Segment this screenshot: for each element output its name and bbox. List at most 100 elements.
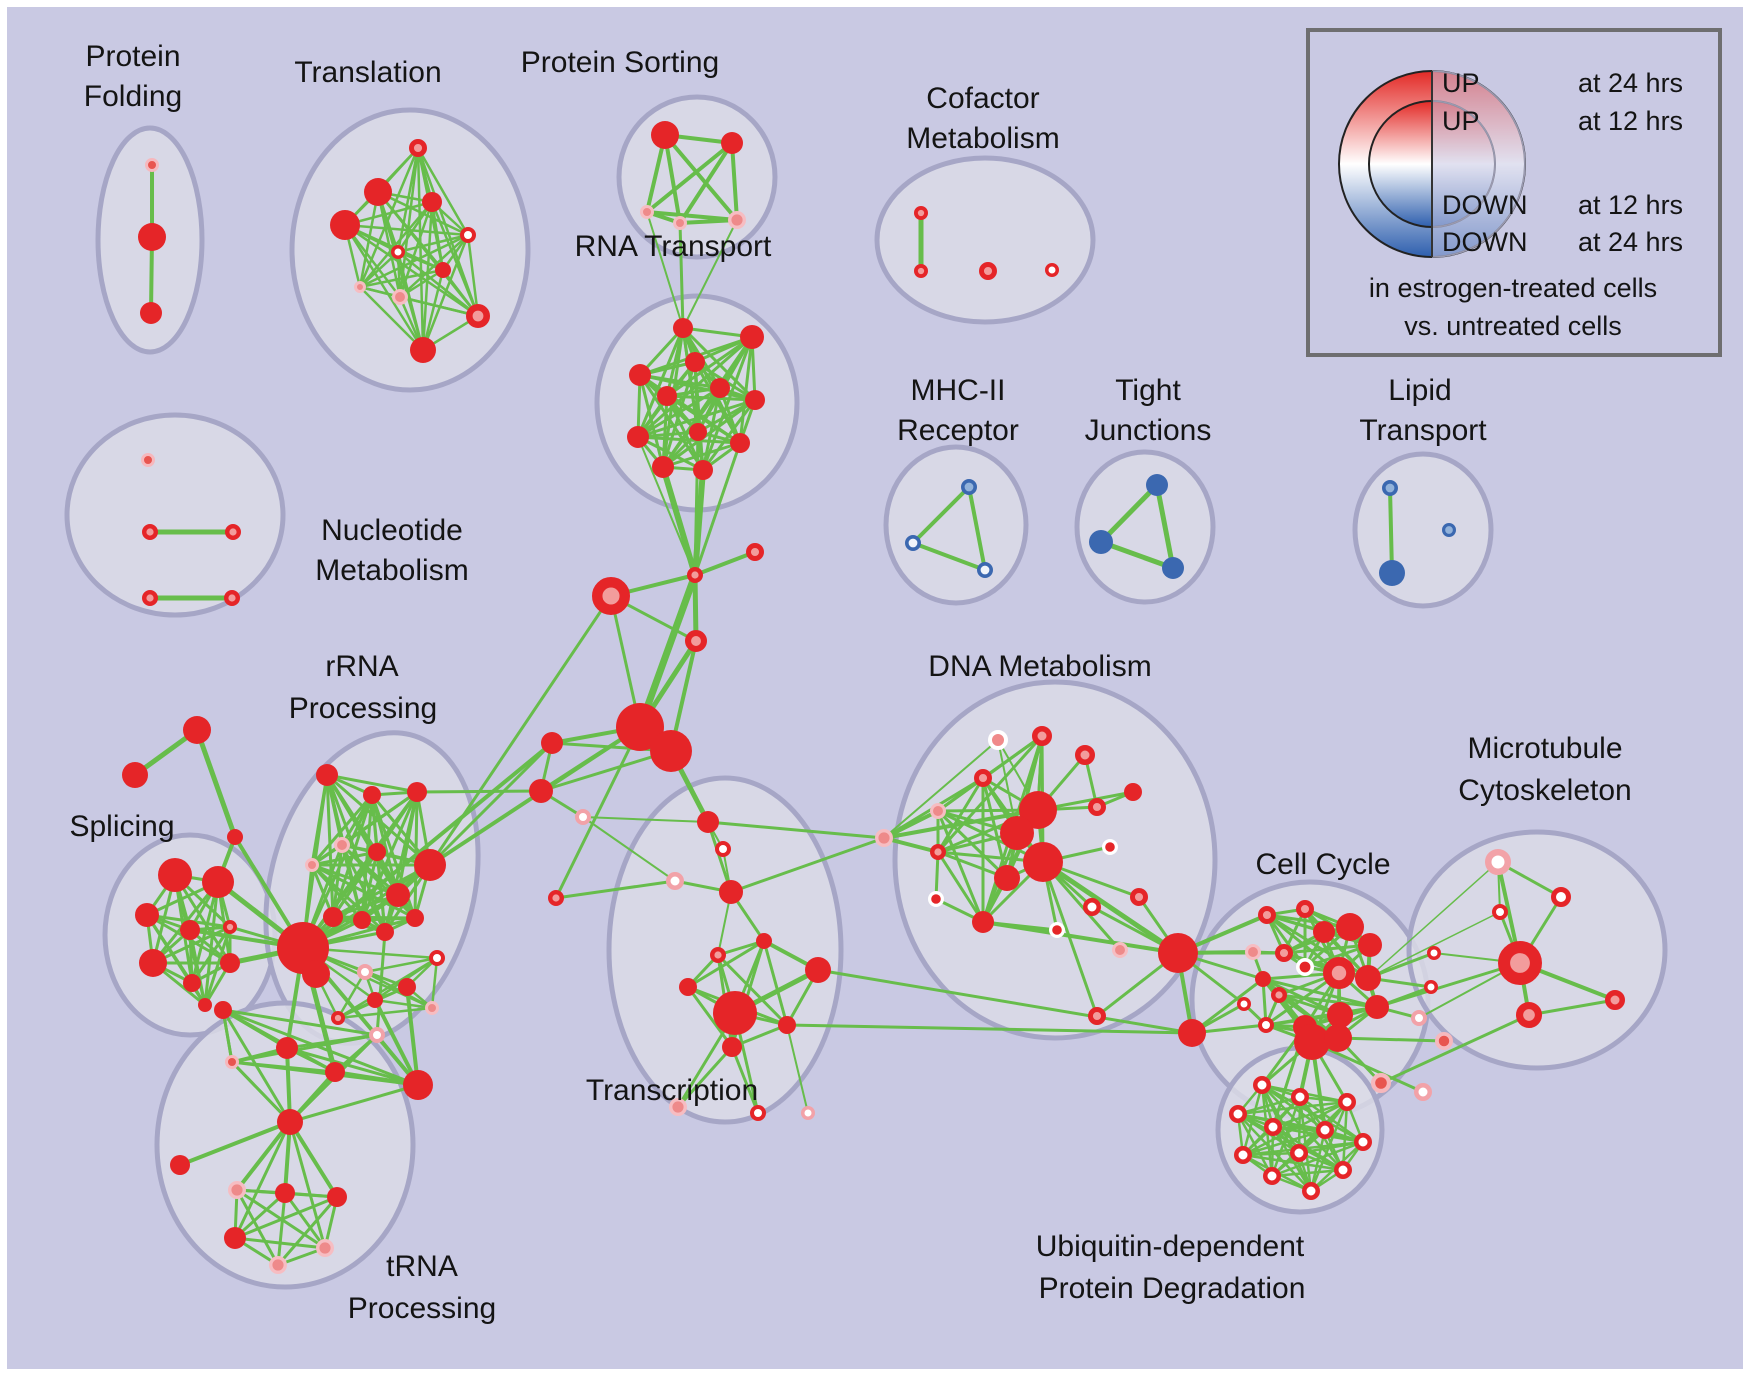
gene-node-tr1[interactable] bbox=[697, 811, 719, 833]
gene-node-dc[interactable] bbox=[875, 829, 894, 848]
gene-node-r10[interactable] bbox=[353, 911, 371, 929]
gene-node-mt3[interactable] bbox=[1492, 904, 1508, 920]
gene-node-d16[interactable] bbox=[1048, 921, 1065, 938]
gene-node-n3[interactable] bbox=[224, 524, 241, 541]
gene-node-tr8[interactable] bbox=[805, 957, 831, 983]
gene-node-rt5[interactable] bbox=[710, 378, 730, 398]
gene-node-sp2[interactable] bbox=[202, 866, 234, 898]
gene-node-tr9[interactable] bbox=[679, 978, 697, 996]
gene-node-d2[interactable] bbox=[1032, 726, 1052, 746]
gene-node-cf1[interactable] bbox=[913, 206, 928, 221]
gene-node-mt1[interactable] bbox=[1485, 849, 1511, 875]
gene-node-cc4[interactable] bbox=[1336, 913, 1364, 941]
gene-node-pf1[interactable] bbox=[145, 158, 159, 172]
gene-node-r4[interactable] bbox=[333, 837, 350, 854]
gene-node-qh[interactable] bbox=[277, 1109, 303, 1135]
gene-node-t4[interactable] bbox=[330, 210, 360, 240]
gene-node-n2[interactable] bbox=[141, 524, 158, 541]
gene-node-sp4[interactable] bbox=[180, 920, 200, 940]
gene-node-sp3[interactable] bbox=[135, 903, 159, 927]
gene-node-rt7[interactable] bbox=[745, 390, 765, 410]
gene-node-t9[interactable] bbox=[391, 288, 408, 305]
gene-node-d12[interactable] bbox=[1101, 838, 1118, 855]
gene-node-t3[interactable] bbox=[422, 192, 442, 212]
gene-node-u11[interactable] bbox=[1263, 1167, 1281, 1185]
gene-node-cf4[interactable] bbox=[1045, 263, 1059, 277]
gene-node-q1[interactable] bbox=[214, 1001, 232, 1019]
gene-node-q7[interactable] bbox=[403, 1070, 433, 1100]
gene-node-rh2[interactable] bbox=[302, 960, 330, 988]
gene-node-cc6[interactable] bbox=[1245, 944, 1262, 961]
gene-node-tr5[interactable] bbox=[548, 890, 565, 907]
gene-node-cf3[interactable] bbox=[978, 262, 997, 281]
gene-node-ps5[interactable] bbox=[728, 211, 747, 230]
gene-node-sp6[interactable] bbox=[139, 949, 167, 977]
gene-node-c2[interactable] bbox=[745, 542, 764, 561]
gene-node-r8[interactable] bbox=[386, 883, 410, 907]
gene-node-hub1[interactable] bbox=[616, 703, 664, 751]
gene-node-i3[interactable] bbox=[575, 809, 591, 825]
gene-node-d6[interactable] bbox=[930, 844, 947, 861]
gene-node-pr1[interactable] bbox=[1370, 1072, 1391, 1093]
gene-node-d3[interactable] bbox=[1075, 745, 1095, 765]
gene-node-d5[interactable] bbox=[930, 803, 947, 820]
gene-node-d9[interactable] bbox=[1023, 842, 1063, 882]
gene-node-q9[interactable] bbox=[228, 1180, 247, 1199]
gene-node-u3[interactable] bbox=[1338, 1093, 1356, 1111]
gene-node-r16[interactable] bbox=[367, 992, 383, 1008]
gene-node-tj2[interactable] bbox=[1089, 530, 1113, 554]
gene-node-m3[interactable] bbox=[976, 561, 993, 578]
gene-node-cc3[interactable] bbox=[1313, 921, 1335, 943]
gene-node-cf2[interactable] bbox=[913, 263, 928, 278]
gene-node-u2[interactable] bbox=[1291, 1088, 1309, 1106]
gene-node-d11[interactable] bbox=[1087, 797, 1106, 816]
gene-node-q4[interactable] bbox=[325, 1062, 345, 1082]
gene-node-rt4[interactable] bbox=[629, 364, 651, 386]
gene-node-q2[interactable] bbox=[225, 1055, 239, 1069]
gene-node-r17[interactable] bbox=[425, 1001, 439, 1015]
gene-node-t6[interactable] bbox=[391, 245, 405, 259]
gene-node-q11[interactable] bbox=[327, 1187, 347, 1207]
gene-node-sp8[interactable] bbox=[220, 953, 240, 973]
gene-node-sp5[interactable] bbox=[223, 919, 238, 934]
gene-node-cc19[interactable] bbox=[1324, 1024, 1352, 1052]
gene-node-sp1[interactable] bbox=[158, 858, 192, 892]
gene-node-u12[interactable] bbox=[1302, 1182, 1320, 1200]
gene-node-q8[interactable] bbox=[170, 1155, 190, 1175]
gene-node-d18[interactable] bbox=[1112, 942, 1129, 959]
gene-node-cc16[interactable] bbox=[1355, 965, 1381, 991]
gene-node-u1[interactable] bbox=[1253, 1076, 1271, 1094]
gene-node-rt11[interactable] bbox=[652, 456, 674, 478]
gene-node-u8[interactable] bbox=[1234, 1146, 1252, 1164]
gene-node-cc1[interactable] bbox=[1257, 905, 1276, 924]
gene-node-mt6[interactable] bbox=[1605, 990, 1625, 1010]
gene-node-r5[interactable] bbox=[305, 858, 319, 872]
gene-node-t2[interactable] bbox=[364, 178, 392, 206]
gene-node-r15[interactable] bbox=[398, 978, 416, 996]
gene-node-rt6[interactable] bbox=[657, 386, 677, 406]
gene-node-n5[interactable] bbox=[223, 590, 240, 607]
gene-node-q14[interactable] bbox=[268, 1255, 287, 1274]
gene-node-d14[interactable] bbox=[927, 890, 944, 907]
gene-node-d8[interactable] bbox=[1000, 816, 1034, 850]
gene-node-d1[interactable] bbox=[988, 730, 1008, 750]
gene-node-cc17[interactable] bbox=[1365, 995, 1389, 1019]
gene-node-tr13[interactable] bbox=[669, 1097, 688, 1116]
gene-node-cc5[interactable] bbox=[1358, 933, 1382, 957]
gene-node-rt2[interactable] bbox=[740, 325, 764, 349]
gene-node-ps1[interactable] bbox=[651, 121, 679, 149]
gene-node-r13[interactable] bbox=[429, 950, 445, 966]
gene-node-b1[interactable] bbox=[1158, 933, 1198, 973]
gene-node-u7[interactable] bbox=[1354, 1133, 1372, 1151]
gene-node-mt9[interactable] bbox=[1411, 1010, 1427, 1026]
gene-node-ps2[interactable] bbox=[721, 132, 743, 154]
gene-node-d7[interactable] bbox=[1019, 791, 1057, 829]
gene-node-cc10[interactable] bbox=[1255, 971, 1271, 987]
gene-node-tr10[interactable] bbox=[713, 991, 757, 1035]
gene-node-n4[interactable] bbox=[141, 590, 158, 607]
gene-node-mt4[interactable] bbox=[1498, 940, 1543, 985]
gene-node-d21[interactable] bbox=[1087, 1006, 1106, 1025]
gene-node-cc7[interactable] bbox=[1274, 943, 1293, 962]
gene-node-tr14[interactable] bbox=[750, 1105, 766, 1121]
gene-node-t8[interactable] bbox=[354, 281, 366, 293]
